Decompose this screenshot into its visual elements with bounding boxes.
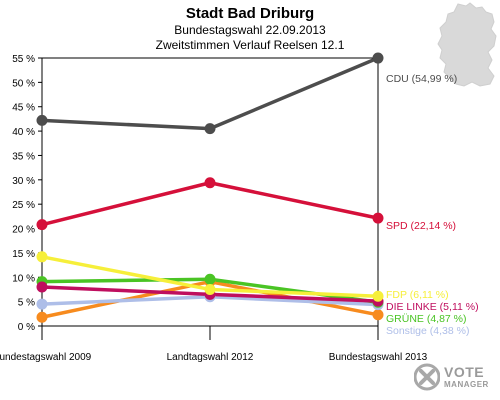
data-point-fdp (204, 283, 216, 295)
data-point-sonstige2 (36, 311, 48, 323)
y-tick-label: 25 % (12, 200, 35, 211)
data-point-spd (204, 177, 216, 189)
chart-subtitle: Bundestagswahl 22.09.2013 (174, 23, 326, 37)
chart-subtitle-2: Zweitstimmen Verlauf Reelsen 12.1 (155, 38, 345, 52)
data-point-sonstige2 (372, 309, 384, 321)
y-tick-label: 40 % (12, 127, 35, 138)
logo-text-manager: MANAGER (444, 380, 489, 389)
x-tick-label: Landtagswahl 2012 (167, 352, 254, 363)
chart-title-block: Stadt Bad Driburg Bundestagswahl 22.09.2… (0, 0, 500, 53)
data-point-cdu (36, 114, 48, 126)
data-point-cdu (372, 52, 384, 64)
checkmark-icon (414, 363, 440, 391)
y-tick-label: 45 % (12, 103, 35, 114)
y-tick-label: 55 % (12, 54, 35, 65)
data-point-spd (372, 212, 384, 224)
germany-map-icon (437, 2, 497, 87)
data-point-sonstige (36, 298, 48, 310)
series-end-label: GRÜNE (4,87 %) (386, 313, 467, 325)
y-tick-label: 15 % (12, 249, 35, 260)
series-line-cdu (41, 56, 379, 131)
series-end-label: FDP (6,11 %) (386, 289, 449, 301)
y-tick-label: 10 % (12, 273, 35, 284)
x-tick-label: Bundestagswahl 2009 (0, 352, 92, 363)
data-point-cdu (204, 123, 216, 135)
data-point-die-linke (36, 281, 48, 293)
votemanager-logo: VOTE MANAGER (414, 360, 494, 396)
data-point-grüne (204, 273, 216, 285)
series-end-label: SPD (22,14 %) (386, 220, 456, 232)
chart-title: Stadt Bad Driburg (185, 5, 315, 22)
series-line-spd (41, 180, 379, 227)
series-end-label: CDU (54,99 %) (386, 73, 457, 85)
y-tick-label: 0 % (18, 322, 35, 333)
x-tick-label: Bundestagswahl 2013 (329, 352, 428, 363)
data-point-fdp (36, 251, 48, 263)
y-tick-label: 20 % (12, 225, 35, 236)
series-end-label: Sonstige (4,38 %) (386, 325, 469, 337)
data-point-fdp (372, 290, 384, 302)
data-point-spd (36, 219, 48, 231)
logo-text-vote: VOTE (444, 364, 485, 380)
y-tick-label: 5 % (18, 298, 35, 309)
series-end-label: DIE LINKE (5,11 %) (386, 301, 479, 313)
y-tick-label: 35 % (12, 151, 35, 162)
y-tick-label: 30 % (12, 176, 35, 187)
y-tick-label: 50 % (12, 78, 35, 89)
